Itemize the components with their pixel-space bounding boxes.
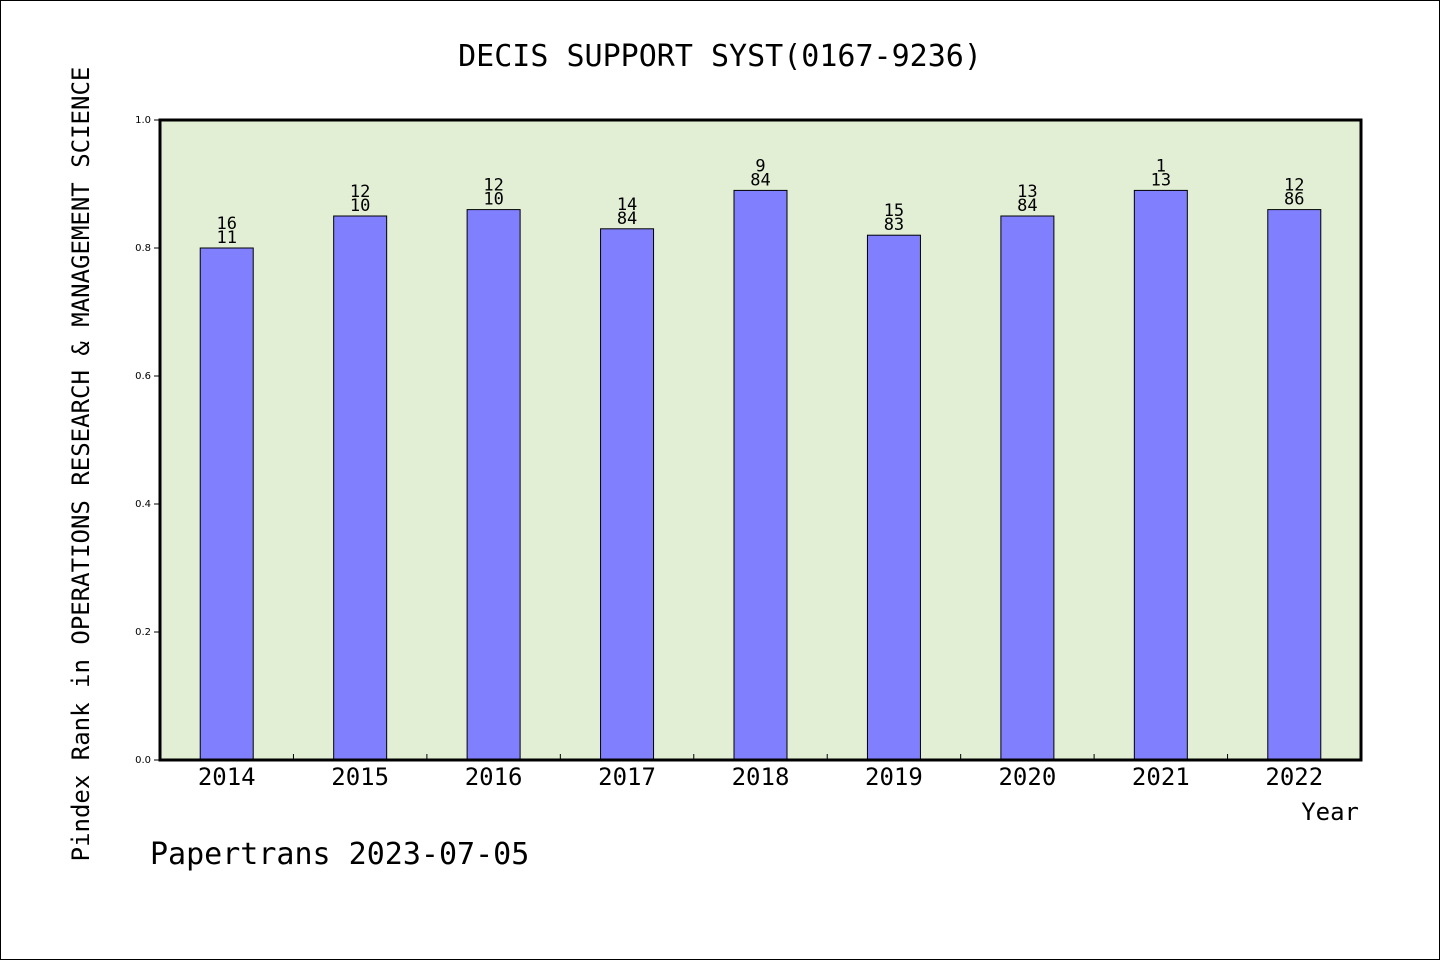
bar-label-top: 12 bbox=[350, 182, 370, 202]
bar-label-bottom: 84 bbox=[1017, 196, 1037, 216]
y-tick-label: 0.2 bbox=[135, 627, 151, 638]
bar-label-bottom: 13 bbox=[1151, 170, 1171, 190]
x-axis-label: Year bbox=[1301, 798, 1359, 826]
x-tick-label: 2019 bbox=[865, 763, 923, 791]
y-tick-label: 1.0 bbox=[135, 115, 151, 126]
chart-title: DECIS SUPPORT SYST(0167-9236) bbox=[458, 39, 982, 74]
y-axis-label: Pindex Rank in OPERATIONS RESEARCH & MAN… bbox=[67, 67, 95, 862]
bar-label-bottom: 11 bbox=[216, 228, 236, 248]
bar-label-top: 14 bbox=[617, 195, 637, 215]
x-tick-label: 2021 bbox=[1132, 763, 1190, 791]
bar bbox=[1133, 189, 1188, 761]
bar bbox=[199, 247, 254, 761]
y-tick-label: 0.0 bbox=[135, 755, 151, 766]
x-tick-label: 2018 bbox=[732, 763, 790, 791]
bar-label-top: 13 bbox=[1017, 182, 1037, 202]
footer-credit: Papertrans 2023-07-05 bbox=[150, 837, 529, 872]
bar bbox=[333, 215, 388, 761]
x-tick-label: 2014 bbox=[198, 763, 256, 791]
bar-label-top: 16 bbox=[216, 214, 236, 234]
bar-label-top: 12 bbox=[1284, 176, 1304, 196]
bar-label-top: 1 bbox=[1156, 156, 1166, 176]
y-tick-label: 0.8 bbox=[135, 243, 151, 254]
bar-label-bottom: 86 bbox=[1284, 190, 1304, 210]
bar bbox=[600, 228, 655, 761]
bar-label-top: 12 bbox=[483, 176, 503, 196]
x-tick-label: 2020 bbox=[998, 763, 1056, 791]
bar-label-bottom: 10 bbox=[483, 190, 503, 210]
y-axis: 0.0 0.2 0.4 0.6 0.8 1.0 bbox=[135, 115, 160, 766]
x-axis: 2014 2015 2016 2017 2018 2019 2020 2021 2022 bbox=[198, 754, 1323, 791]
y-tick-label: 0.4 bbox=[135, 499, 151, 510]
bar bbox=[733, 189, 788, 761]
x-tick-label: 2016 bbox=[465, 763, 523, 791]
x-tick-label: 2022 bbox=[1265, 763, 1323, 791]
y-tick-label: 0.6 bbox=[135, 371, 151, 382]
bar bbox=[866, 234, 921, 761]
bar-label-top: 15 bbox=[884, 201, 904, 221]
bar-label-top: 9 bbox=[755, 156, 765, 176]
bar-label-bottom: 84 bbox=[617, 209, 637, 229]
x-tick-label: 2015 bbox=[331, 763, 389, 791]
x-tick-label: 2017 bbox=[598, 763, 656, 791]
bar-label-bottom: 10 bbox=[350, 196, 370, 216]
bar-label-bottom: 83 bbox=[884, 215, 904, 235]
bar bbox=[1000, 215, 1055, 761]
bar bbox=[1267, 209, 1322, 761]
bar bbox=[466, 209, 521, 761]
plot-border bbox=[158, 118, 1363, 762]
bar-label-bottom: 84 bbox=[750, 170, 770, 190]
